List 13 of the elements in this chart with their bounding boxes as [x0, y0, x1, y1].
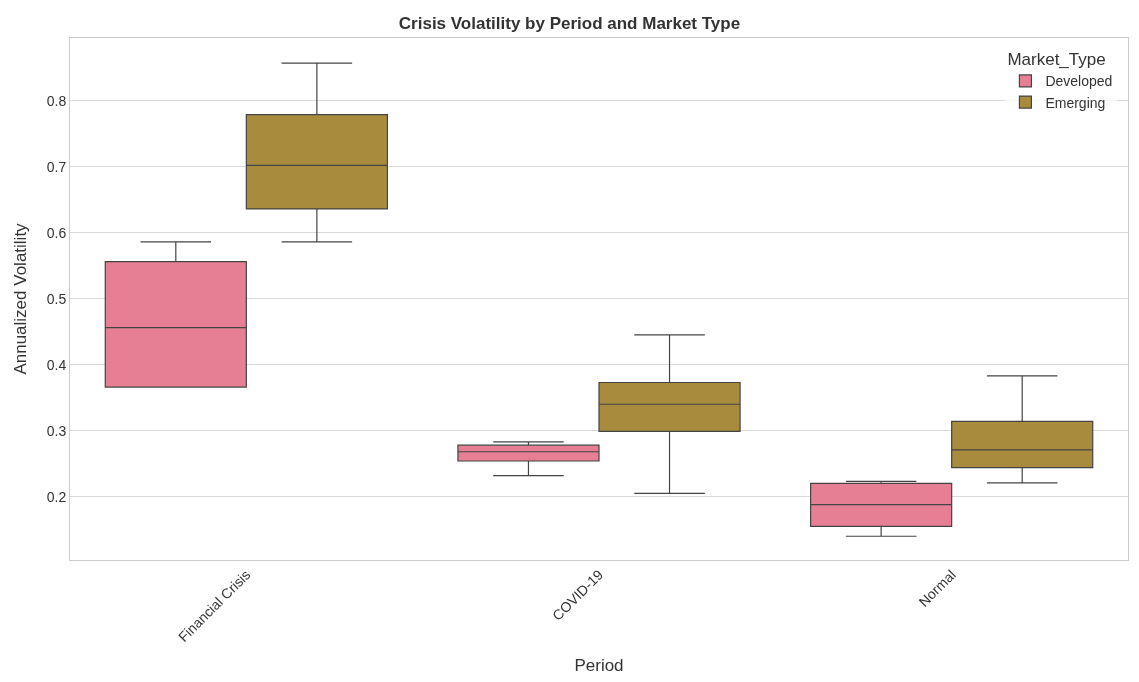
y-tick-label: 0.3 [46, 422, 67, 439]
legend-title: Market_Type [1007, 50, 1106, 70]
legend-label: Developed [1045, 73, 1113, 90]
y-tick-label: 0.7 [46, 158, 67, 175]
x-axis-title: Period [574, 656, 624, 676]
y-tick-label: 0.8 [46, 92, 67, 109]
y-tick-label: 0.5 [46, 290, 67, 307]
y-tick-label: 0.4 [46, 356, 67, 373]
y-tick-label: 0.2 [46, 488, 67, 505]
legend-label: Emerging [1045, 94, 1106, 111]
y-tick-label: 0.6 [46, 224, 67, 241]
chart-title: Crisis Volatility by Period and Market Type [398, 13, 741, 33]
y-axis-title: Annualized Volatility [11, 222, 31, 375]
